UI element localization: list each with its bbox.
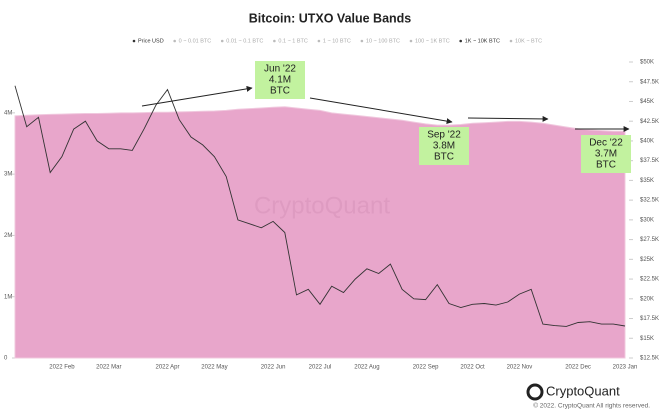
y2-tick-label: $45K bbox=[640, 99, 654, 105]
x-tick-label: 2022 Nov bbox=[507, 365, 533, 371]
legend-label: 0.01 ~ 0.1 BTC bbox=[226, 38, 263, 44]
x-tick-label: 2022 Mar bbox=[96, 365, 121, 371]
legend-label: 10K ~ BTC bbox=[515, 38, 542, 44]
legend-label: Price USD bbox=[138, 38, 164, 44]
y2-tick-label: $27.5K bbox=[640, 237, 659, 243]
y2-tick-label: $37.5K bbox=[640, 158, 659, 164]
annotation-box bbox=[581, 135, 631, 173]
y2-tick-label: $42.5K bbox=[640, 119, 659, 125]
legend-marker bbox=[273, 39, 276, 43]
annotation-box bbox=[255, 61, 305, 99]
x-tick-label: 2022 May bbox=[201, 365, 227, 371]
annotation-box bbox=[419, 127, 469, 165]
legend-marker bbox=[317, 39, 321, 43]
legend-label: 100 ~ 1K BTC bbox=[415, 38, 450, 44]
y2-tick-label: $15K bbox=[640, 336, 654, 342]
y2-tick-label: $25K bbox=[640, 257, 654, 263]
annotation-text: 3.7M bbox=[595, 149, 617, 160]
y2-tick-label: $17.5K bbox=[640, 316, 659, 322]
y2-tick-label: $12.5K bbox=[640, 356, 659, 362]
annotation-text: Jun '22 bbox=[264, 64, 296, 75]
legend-label: 1 ~ 10 BTC bbox=[323, 38, 351, 44]
y-tick-label: 0 bbox=[4, 356, 8, 362]
chart-title: Bitcoin: UTXO Value Bands bbox=[249, 11, 412, 25]
y2-tick-label: $40K bbox=[640, 139, 654, 145]
y-tick-label: 4M bbox=[4, 110, 12, 116]
annotation-text: BTC bbox=[270, 86, 290, 97]
watermark: CryptoQuant bbox=[254, 192, 390, 219]
arrow bbox=[141, 85, 253, 107]
x-tick-label: 2022 Oct bbox=[460, 365, 485, 371]
legend-label: 0 ~ 0.01 BTC bbox=[179, 38, 212, 44]
legend-marker bbox=[360, 39, 364, 43]
arrow bbox=[309, 97, 453, 125]
price-line bbox=[14, 85, 626, 327]
y-tick-label: 2M bbox=[4, 233, 12, 239]
arrow bbox=[467, 115, 549, 122]
y-tick-label: 1M bbox=[4, 294, 12, 300]
legend-label: 10 ~ 100 BTC bbox=[366, 38, 400, 44]
y2-tick-label: $30K bbox=[640, 217, 654, 223]
legend-marker bbox=[220, 39, 224, 43]
y2-tick-label: $20K bbox=[640, 296, 654, 302]
x-tick-label: 2022 Jun bbox=[261, 365, 286, 371]
legend-label: 0.1 ~ 1 BTC bbox=[278, 38, 308, 44]
y2-tick-label: $50K bbox=[640, 60, 654, 66]
legend-marker bbox=[409, 39, 413, 43]
x-tick-label: 2022 Jul bbox=[309, 365, 332, 371]
logo-text: CryptoQuant bbox=[546, 383, 620, 398]
legend-label: 1K ~ 10K BTC bbox=[465, 38, 500, 44]
annotation-text: 3.8M bbox=[433, 141, 455, 152]
legend-marker bbox=[132, 39, 136, 43]
x-tick-label: 2022 Aug bbox=[354, 365, 379, 371]
annotation-text: Sep '22 bbox=[427, 130, 461, 141]
logo-icon bbox=[526, 383, 544, 401]
y2-tick-label: $35K bbox=[640, 178, 654, 184]
x-tick-label: 2023 Jan bbox=[613, 365, 638, 371]
legend-marker bbox=[173, 39, 176, 43]
legend: Price USD 0 ~ 0.01 BTC 0.01 ~ 0.1 BTC 0.1 ~… bbox=[132, 38, 542, 44]
annotation-text: 4.1M bbox=[269, 75, 291, 86]
legend-marker bbox=[459, 39, 462, 43]
y2-tick-label: $47.5K bbox=[640, 79, 659, 85]
annotation-text: BTC bbox=[434, 152, 454, 163]
y2-tick-label: $22.5K bbox=[640, 277, 659, 283]
x-tick-label: 2022 Sep bbox=[413, 365, 439, 371]
annotation-text: BTC bbox=[596, 160, 616, 171]
legend-marker bbox=[509, 39, 513, 43]
x-tick-label: 2022 Apr bbox=[155, 365, 179, 371]
area bbox=[14, 106, 626, 359]
x-tick-label: 2022 Feb bbox=[49, 365, 75, 371]
y2-tick-label: $32.5K bbox=[640, 198, 659, 204]
x-tick-label: 2022 Dec bbox=[565, 365, 591, 371]
logo: CryptoQuant bbox=[526, 383, 620, 401]
annotation-text: Dec '22 bbox=[589, 138, 623, 149]
copyright: © 2022. CryptoQuant All rights reserved. bbox=[533, 402, 650, 410]
y-tick-label: 3M bbox=[4, 172, 12, 178]
